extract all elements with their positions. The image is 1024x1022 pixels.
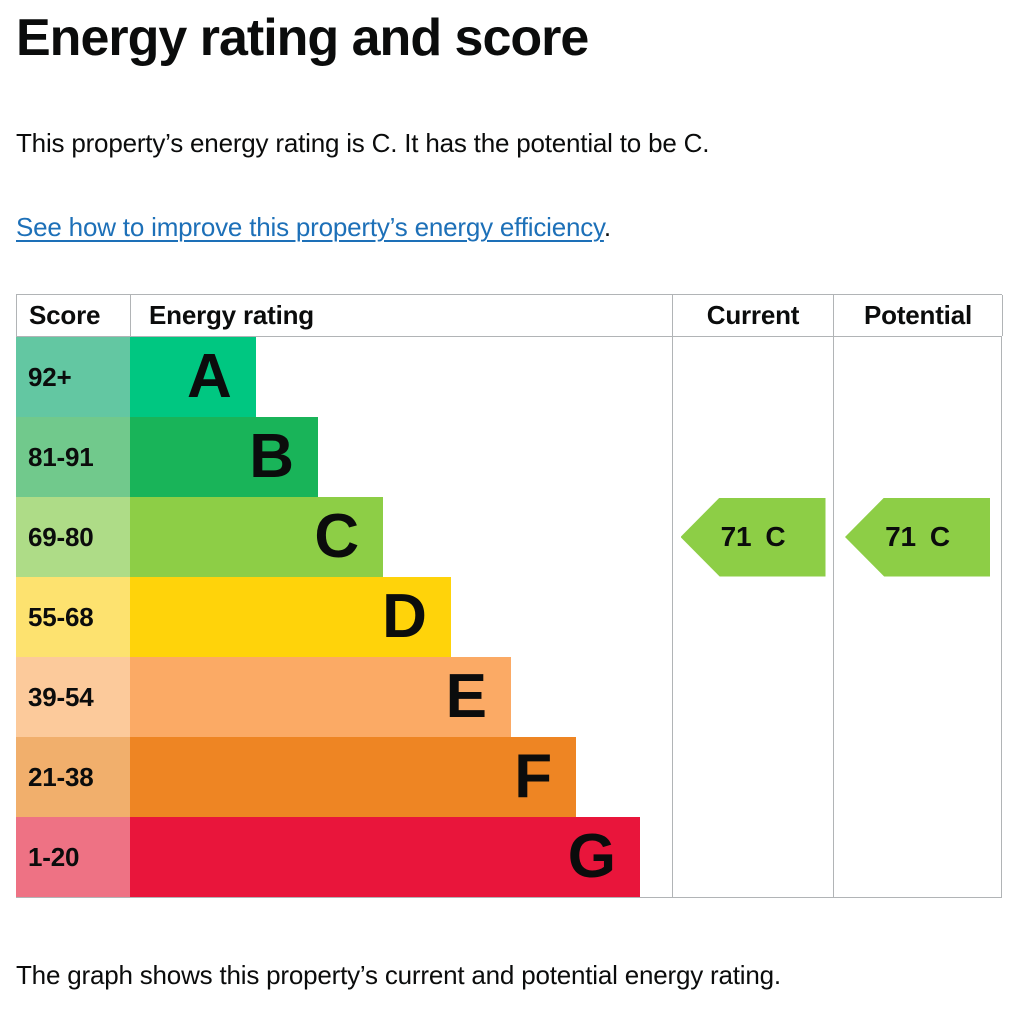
band-bar: G bbox=[130, 817, 641, 897]
improve-link-line: See how to improve this property’s energ… bbox=[16, 210, 1008, 244]
rating-summary: This property’s energy rating is C. It h… bbox=[16, 128, 710, 158]
band-bar-cell: A bbox=[130, 337, 672, 417]
current-rating-arrow-letter: C bbox=[765, 521, 786, 552]
chart-caption: The graph shows this property’s current … bbox=[16, 960, 781, 990]
band-bar: C bbox=[130, 497, 384, 577]
page: Energy rating and score This property’s … bbox=[0, 8, 1024, 992]
current-cell bbox=[672, 737, 833, 817]
band-score-range: 69-80 bbox=[16, 497, 130, 577]
band-score-range: 55-68 bbox=[16, 577, 130, 657]
band-row-b: 81-91 B bbox=[16, 417, 1002, 497]
potential-rating-arrow-letter: C bbox=[929, 521, 950, 552]
band-bar-cell: E bbox=[130, 657, 672, 737]
band-bar: E bbox=[130, 657, 512, 737]
band-bar: A bbox=[130, 337, 256, 417]
band-bar-cell: D bbox=[130, 577, 672, 657]
band-score-range: 92+ bbox=[16, 337, 130, 417]
current-cell bbox=[672, 817, 833, 897]
potential-cell bbox=[833, 337, 1002, 417]
column-header-energy-rating: Energy rating bbox=[131, 295, 673, 336]
current-cell bbox=[672, 577, 833, 657]
band-letter: E bbox=[445, 662, 488, 731]
chart-header-row: Score Energy rating Current Potential bbox=[16, 294, 1003, 337]
chart-body: 92+ A 81-91 B 69-80 C 71 C 71 C 55-68 bbox=[16, 337, 1002, 898]
potential-cell bbox=[833, 817, 1002, 897]
band-bar: B bbox=[130, 417, 319, 497]
band-letter: F bbox=[514, 742, 553, 811]
band-score-range: 1-20 bbox=[16, 817, 130, 897]
band-row-f: 21-38 F bbox=[16, 737, 1002, 817]
column-header-current: Current bbox=[673, 295, 834, 336]
current-rating-arrow-value: 71 bbox=[720, 521, 752, 552]
current-cell bbox=[672, 337, 833, 417]
potential-cell bbox=[833, 417, 1002, 497]
band-score-range: 21-38 bbox=[16, 737, 130, 817]
current-cell: 71 C bbox=[672, 497, 833, 577]
band-bar-cell: F bbox=[130, 737, 672, 817]
improve-efficiency-link[interactable]: See how to improve this property’s energ… bbox=[16, 212, 604, 242]
band-score-range: 39-54 bbox=[16, 657, 130, 737]
current-cell bbox=[672, 657, 833, 737]
potential-cell bbox=[833, 737, 1002, 817]
band-row-g: 1-20 G bbox=[16, 817, 1002, 897]
band-bar: F bbox=[130, 737, 577, 817]
band-row-c: 69-80 C 71 C 71 C bbox=[16, 497, 1002, 577]
current-cell bbox=[672, 417, 833, 497]
potential-rating-arrow-value: 71 bbox=[885, 521, 916, 552]
page-title: Energy rating and score bbox=[16, 9, 589, 67]
band-letter: B bbox=[249, 422, 295, 491]
current-rating-arrow: 71 C bbox=[680, 497, 826, 577]
potential-rating-arrow: 71 C bbox=[845, 497, 990, 577]
band-bar: D bbox=[130, 577, 451, 657]
band-bar-cell: C bbox=[130, 497, 672, 577]
band-score-range: 81-91 bbox=[16, 417, 130, 497]
band-bar-cell: B bbox=[130, 417, 672, 497]
band-row-a: 92+ A bbox=[16, 337, 1002, 417]
potential-cell: 71 C bbox=[833, 497, 1002, 577]
band-bar-cell: G bbox=[130, 817, 672, 897]
energy-rating-chart: Score Energy rating Current Potential 92… bbox=[16, 294, 1003, 898]
band-letter: G bbox=[567, 822, 617, 891]
band-row-e: 39-54 E bbox=[16, 657, 1002, 737]
band-letter: D bbox=[382, 582, 427, 651]
improve-link-period: . bbox=[603, 212, 611, 242]
band-letter: A bbox=[186, 342, 232, 411]
band-letter: C bbox=[314, 502, 360, 571]
band-row-d: 55-68 D bbox=[16, 577, 1002, 657]
potential-cell bbox=[833, 657, 1002, 737]
column-header-potential: Potential bbox=[834, 295, 1003, 336]
column-header-score: Score bbox=[17, 295, 131, 336]
potential-cell bbox=[833, 577, 1002, 657]
